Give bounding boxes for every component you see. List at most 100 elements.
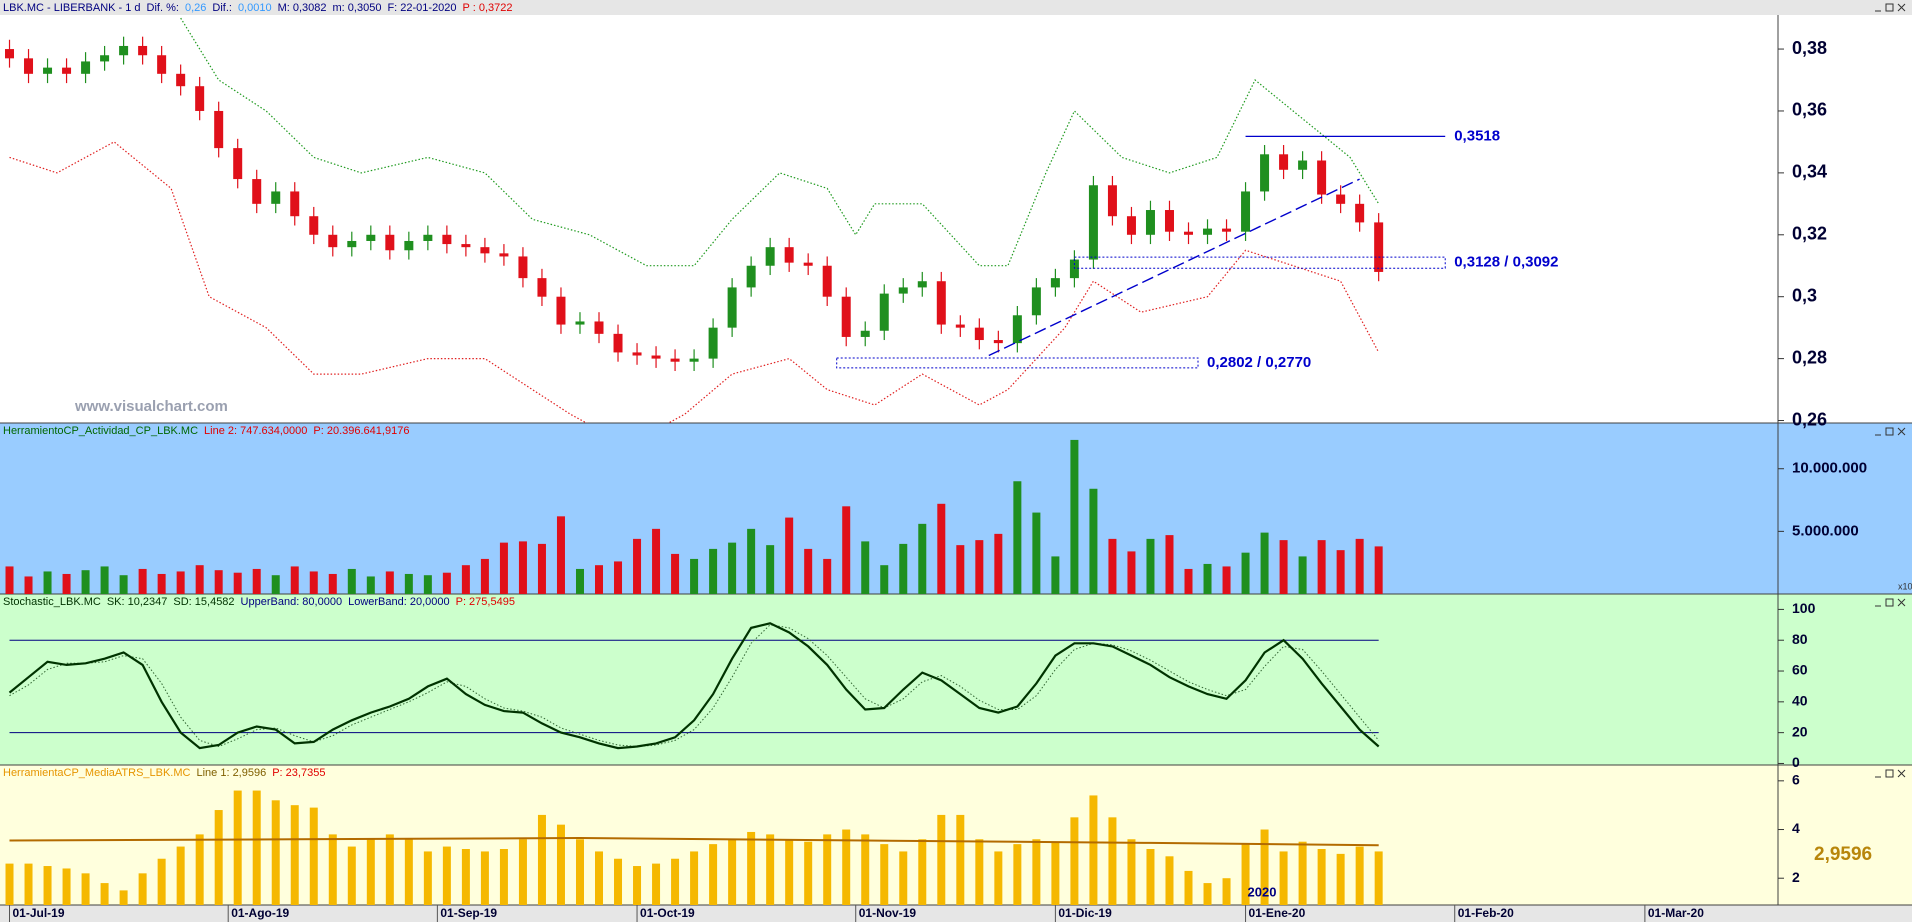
bar: [1127, 839, 1136, 905]
bar: [138, 873, 147, 905]
bar: [1203, 883, 1212, 905]
bar: [994, 851, 1003, 905]
candle-body: [708, 327, 718, 359]
x-tick-label: 01-Dic-19: [1058, 906, 1112, 920]
bar: [842, 829, 851, 905]
candle-body: [1012, 315, 1022, 344]
candle-body: [1088, 185, 1098, 260]
stochastic-plot: [8, 622, 1380, 750]
bar: [1184, 870, 1193, 905]
candle-body: [5, 49, 15, 59]
current-value: 2,9596: [1814, 844, 1872, 865]
candle-body: [1260, 154, 1270, 192]
bar: [290, 566, 299, 594]
stochastic-buttons[interactable]: [1875, 598, 1906, 607]
candle-body: [43, 67, 53, 74]
bar: [1241, 844, 1250, 905]
title-segment: SK: 10,2347: [107, 596, 168, 608]
title-segment: SD: 15,4582: [173, 596, 234, 608]
bar: [252, 568, 261, 594]
candle-body: [233, 148, 243, 180]
y-tick-label: 20: [1792, 723, 1808, 739]
bar: [918, 523, 927, 594]
bar: [1165, 856, 1174, 905]
header-bar: [0, 0, 1912, 15]
bar: [1241, 552, 1250, 594]
candle-body: [442, 234, 452, 245]
trend-line: [988, 178, 1360, 357]
bar: [1317, 849, 1326, 905]
bar: [1108, 817, 1117, 905]
bar: [975, 839, 984, 905]
candle-body: [423, 234, 433, 241]
candle-body: [271, 191, 281, 204]
candle-body: [518, 256, 528, 279]
candle-body: [347, 240, 357, 248]
main-buttons[interactable]: [1875, 3, 1906, 12]
bar: [1127, 551, 1136, 594]
title-segment: LBK.MC - LIBERBANK - 1 d: [3, 2, 141, 14]
bar: [119, 575, 128, 594]
bar: [747, 831, 756, 905]
atr-buttons[interactable]: [1875, 769, 1906, 778]
bar: [157, 573, 166, 594]
candle-body: [176, 73, 186, 87]
bar: [100, 566, 109, 594]
volume-buttons[interactable]: [1875, 427, 1906, 436]
bar: [880, 565, 889, 594]
bar: [728, 839, 737, 905]
bar: [138, 568, 147, 594]
bar: [480, 558, 489, 594]
candle-body: [613, 333, 623, 353]
bar: [1051, 841, 1060, 905]
candle-body: [594, 321, 604, 334]
candle-body: [898, 287, 908, 294]
candle-body: [784, 247, 794, 263]
bar: [785, 517, 794, 594]
bar: [690, 558, 699, 594]
bar: [195, 834, 204, 905]
y-tick-label: 0,26: [1792, 409, 1827, 429]
panel-title: HerramientoCP_Actividad_CP_LBK.MC Line 2:…: [3, 425, 409, 437]
bar: [119, 890, 128, 905]
candle-body: [955, 324, 965, 328]
title-segment: Line 2: 747.634,0000: [204, 425, 307, 437]
envelope-line: [180, 17, 1380, 267]
atr-plot: [5, 790, 1383, 905]
stochastic-panel: [0, 594, 1912, 765]
y-tick-label: 100: [1792, 600, 1816, 616]
stochastic-line: [8, 622, 1380, 750]
bar: [1051, 556, 1060, 594]
bar: [1146, 538, 1155, 594]
bar: [1165, 535, 1174, 594]
candle-body: [689, 358, 699, 362]
bar: [366, 576, 375, 594]
bar: [956, 545, 965, 594]
bar: [43, 866, 52, 905]
bar: [24, 863, 33, 905]
bar: [842, 506, 851, 594]
bar: [62, 868, 71, 905]
bar: [290, 805, 299, 905]
bar: [1222, 878, 1231, 905]
y-tick-label: 0,34: [1792, 162, 1827, 182]
bar: [861, 834, 870, 905]
title-segment: Dif. %:: [147, 2, 179, 14]
bar: [709, 844, 718, 905]
bar: [537, 543, 546, 594]
bar: [1032, 839, 1041, 905]
level-label: 0,3128 / 0,3092: [1454, 254, 1558, 271]
price-panel: [0, 15, 1912, 423]
y-tick-label: 0: [1792, 754, 1800, 770]
candle-body: [1126, 216, 1136, 235]
panel-title: Stochastic_LBK.MC SK: 10,2347 SD: 15,4582 U…: [3, 596, 515, 608]
bar: [1070, 439, 1079, 594]
bar: [1089, 795, 1098, 905]
bar: [404, 839, 413, 905]
panel-title: LBK.MC - LIBERBANK - 1 d Dif. %: 0,26 Dif.:…: [3, 2, 513, 14]
bar: [956, 814, 965, 905]
title-segment: m: 0,3050: [333, 2, 382, 14]
y-tick-label: 0,38: [1792, 38, 1827, 58]
labels: LBK.MC - LIBERBANK - 1 d Dif. %: 0,26 Dif.:…: [3, 2, 1912, 922]
